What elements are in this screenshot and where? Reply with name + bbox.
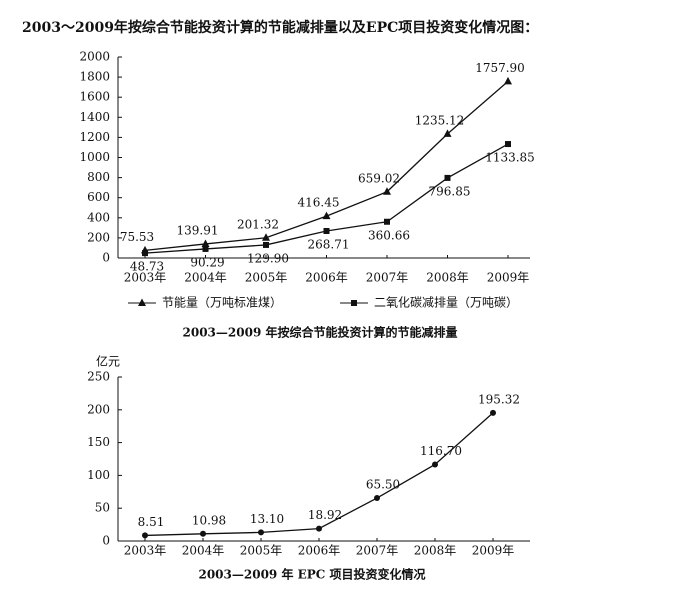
data-point (142, 532, 148, 539)
x-tick-label: 2007年 (366, 271, 409, 285)
data-point (316, 525, 322, 532)
y-tick-label: 200 (87, 230, 110, 244)
y-tick-label: 100 (87, 468, 110, 482)
data-label: 75.53 (120, 230, 154, 244)
data-point (504, 76, 512, 85)
data-label: 1133.85 (485, 151, 535, 165)
y-tick-label: 150 (87, 435, 110, 449)
data-label: 360.66 (368, 228, 410, 242)
y-tick-label: 600 (87, 190, 110, 204)
data-label: 65.50 (366, 478, 400, 492)
x-tick-label: 2007年 (356, 544, 399, 558)
chart-title: 2003—2009 年 EPC 项目投资变化情况 (198, 567, 425, 582)
x-tick-label: 2008年 (426, 271, 469, 285)
y-tick-label: 2000 (79, 50, 110, 64)
y-tick-label: 0 (102, 534, 110, 548)
data-label: 18.92 (308, 508, 342, 522)
data-point (201, 239, 210, 247)
heading: 2003～2009年按综合节能投资计算的节能减排量以及EPC项目投资变化情况图： (22, 19, 538, 36)
y-tick-label: 50 (95, 501, 110, 515)
legend-marker (351, 300, 357, 306)
data-label: 416.45 (298, 196, 340, 210)
data-point (200, 530, 206, 537)
data-point (322, 211, 331, 220)
data-point (432, 461, 438, 468)
x-tick-label: 2006年 (298, 544, 341, 558)
x-tick-label: 2003年 (124, 271, 167, 285)
data-label: 195.32 (478, 392, 520, 406)
data-label: 268.71 (308, 237, 350, 251)
legend-marker (138, 298, 146, 306)
x-tick-label: 2005年 (240, 544, 283, 558)
data-label: 13.10 (250, 512, 284, 526)
data-point (505, 141, 511, 148)
data-point (263, 241, 269, 248)
y-axis-label: 亿元 (96, 354, 120, 369)
y-tick-label: 1000 (79, 150, 110, 164)
x-tick-label: 2004年 (184, 271, 227, 285)
data-point (262, 233, 270, 241)
y-tick-label: 1200 (79, 130, 110, 144)
y-tick-label: 0 (102, 251, 110, 265)
data-point (384, 218, 390, 225)
data-label: 129.90 (247, 251, 289, 265)
data-label: 8.51 (138, 515, 165, 529)
data-point (443, 129, 452, 137)
data-label: 796.85 (429, 184, 471, 198)
y-tick-label: 250 (87, 370, 110, 384)
data-point (142, 250, 148, 257)
x-tick-label: 2006年 (305, 271, 348, 285)
data-label: 10.98 (192, 513, 226, 527)
data-label: 116.70 (420, 444, 462, 458)
y-tick-label: 800 (87, 170, 110, 184)
chart-title: 2003—2009 年按综合节能投资计算的节能减排量 (183, 325, 458, 340)
data-label: 139.91 (177, 223, 219, 237)
data-point (323, 227, 330, 234)
data-point (490, 409, 496, 416)
data-label: 1235.12 (415, 113, 465, 127)
x-tick-label: 2003年 (124, 544, 167, 558)
data-label: 659.02 (358, 171, 400, 185)
data-label: 48.73 (130, 260, 164, 274)
x-tick-label: 2009年 (472, 544, 515, 558)
x-tick-label: 2004年 (182, 544, 225, 558)
y-tick-label: 1400 (79, 110, 110, 124)
data-label: 1757.90 (475, 61, 525, 75)
y-tick-label: 1600 (79, 90, 110, 104)
y-tick-label: 400 (87, 210, 110, 224)
x-tick-label: 2009年 (487, 271, 530, 285)
data-point (444, 174, 451, 181)
data-label: 90.29 (190, 255, 224, 269)
legend-label: 节能量（万吨标准煤） (162, 296, 282, 310)
data-label: 201.32 (237, 217, 279, 231)
data-point (374, 495, 380, 502)
legend-label: 二氧化碳减排量（万吨碳） (374, 296, 518, 310)
y-tick-label: 1800 (79, 70, 110, 84)
y-tick-label: 200 (87, 402, 110, 416)
data-point (383, 187, 391, 195)
x-tick-label: 2008年 (414, 544, 457, 558)
x-tick-label: 2005年 (245, 271, 288, 285)
data-point (258, 529, 264, 536)
data-point (202, 245, 209, 252)
